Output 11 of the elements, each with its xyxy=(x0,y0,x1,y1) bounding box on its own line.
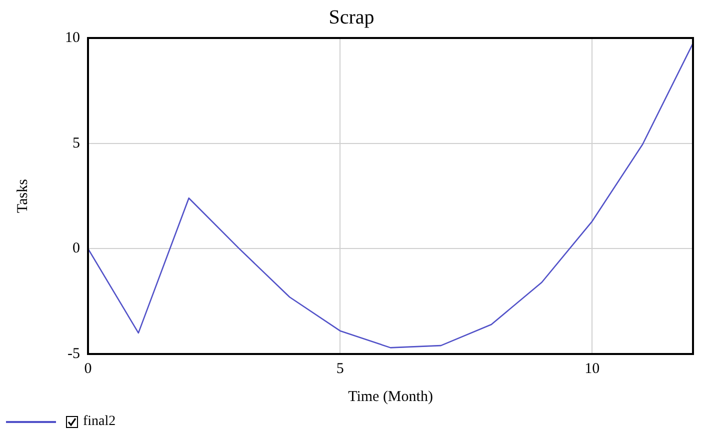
y-tick-label: 0 xyxy=(72,240,80,257)
y-tick-label: 5 xyxy=(72,135,80,152)
x-tick-label: 5 xyxy=(336,360,344,377)
y-tick-label: -5 xyxy=(68,346,80,362)
x-tick-label: 0 xyxy=(84,360,92,377)
chart-title: Scrap xyxy=(328,6,374,28)
y-axis-title: Tasks xyxy=(14,178,31,213)
x-axis-title: Time (Month) xyxy=(348,388,433,405)
x-tick-label: 10 xyxy=(584,360,600,377)
text: final2 xyxy=(83,414,116,430)
y-tick-label: 10 xyxy=(65,30,80,46)
